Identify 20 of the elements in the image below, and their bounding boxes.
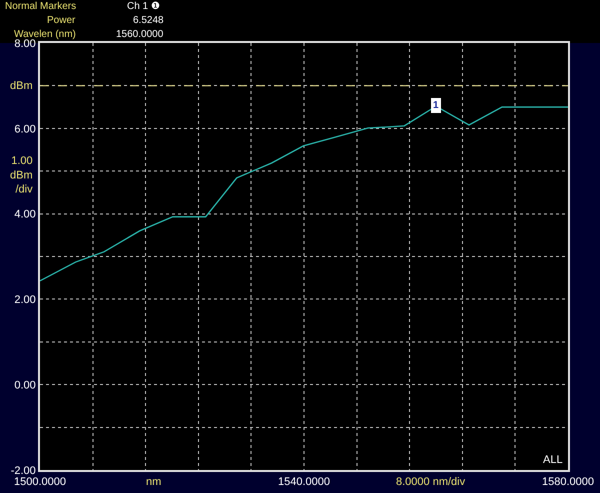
y-tick-label: 6.00 (14, 123, 36, 136)
x-tick-label: 1500.0000 (14, 476, 66, 488)
y-tick-label: 8.00 (14, 38, 36, 50)
ref-line-label: dBm (10, 80, 33, 92)
annotation: ALL (543, 454, 563, 466)
text: Normal Markers (5, 1, 76, 12)
y-tick-label: -2.00 (10, 464, 36, 477)
x-tick-label: 1580.0000 (542, 476, 594, 488)
text: 1560.0000 (116, 29, 164, 40)
text: 8.0000 nm/div (396, 476, 466, 488)
text: Power (47, 15, 76, 26)
x-tick-label: 1540.0000 (278, 476, 330, 488)
text: Ch 1 ❶ (127, 1, 160, 12)
text: 1.00 dBm /div (10, 155, 34, 196)
text: Wavelen (nm) (14, 29, 76, 40)
y-tick-label: 4.00 (14, 208, 36, 221)
y-tick-label: 2.00 (14, 294, 36, 306)
text: nm (146, 476, 162, 488)
text: 6.5248 (133, 15, 164, 26)
y-tick-label: 0.00 (14, 379, 36, 392)
